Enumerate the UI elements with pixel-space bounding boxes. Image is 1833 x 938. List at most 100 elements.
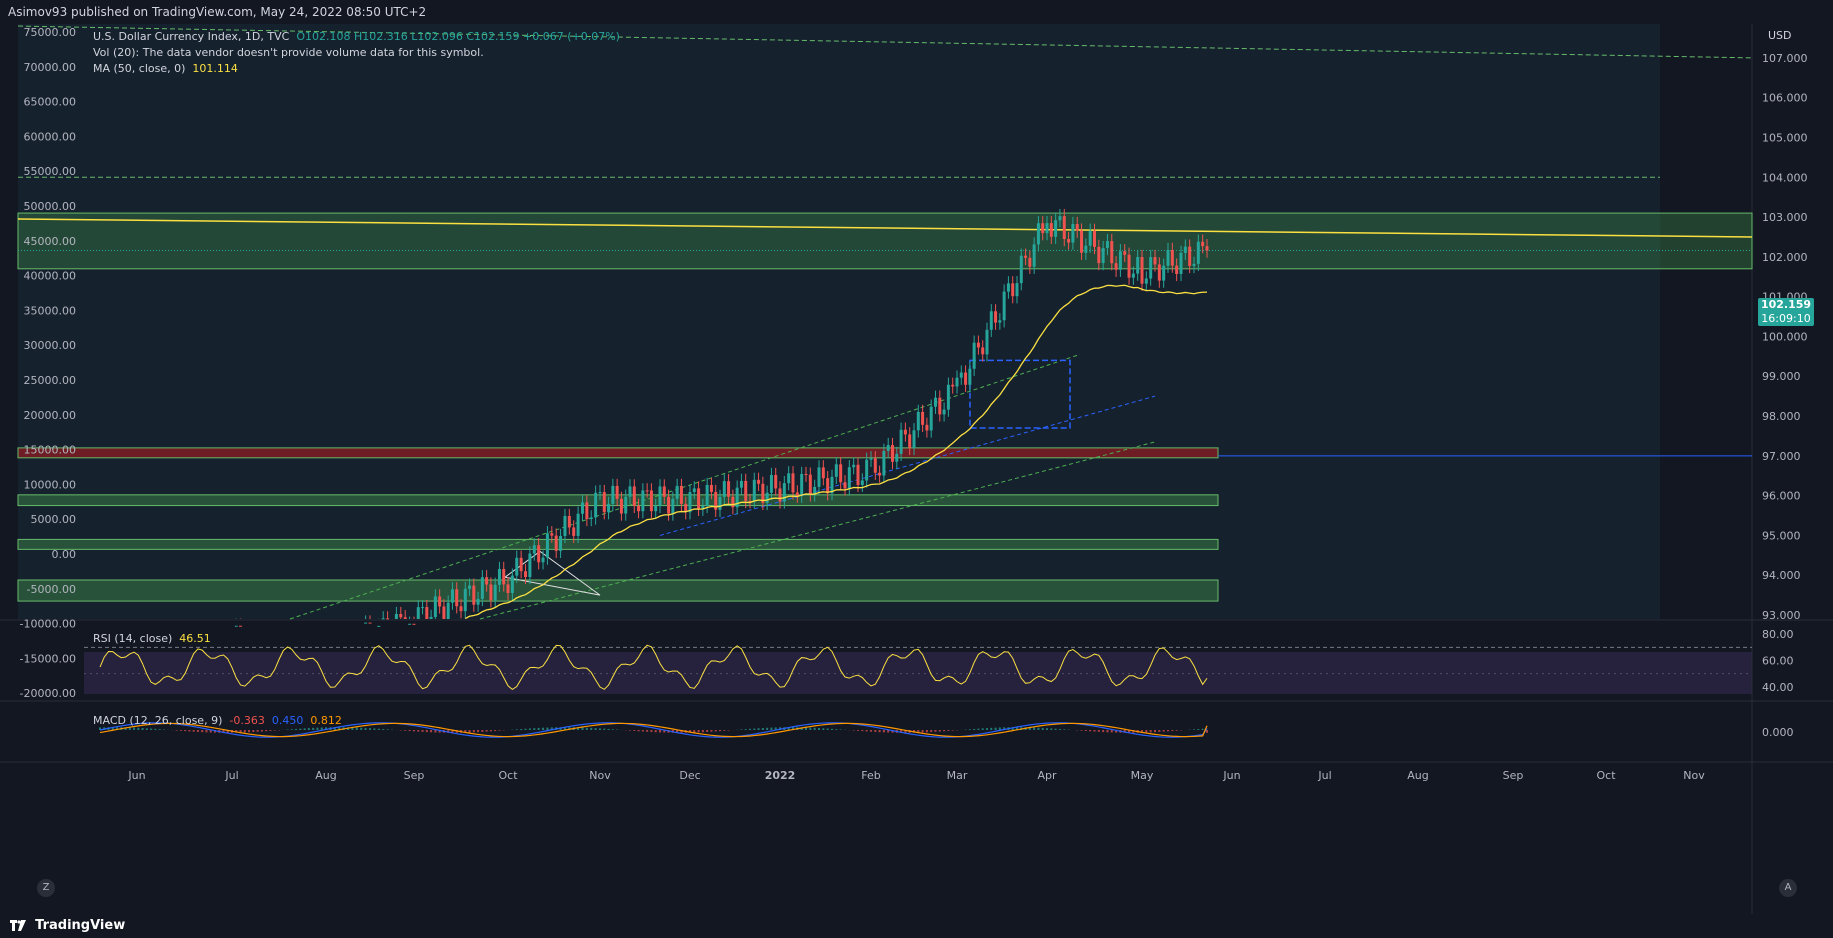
candle-body: [925, 424, 929, 431]
candle-body: [658, 486, 662, 506]
candle-body: [1205, 246, 1209, 251]
tradingview-logo-icon: [10, 920, 26, 931]
candle-body: [632, 486, 636, 506]
candle-body: [1153, 257, 1157, 265]
candle-body: [679, 485, 683, 504]
candle-body: [615, 485, 619, 499]
price-axis-tick: 100.000: [1762, 330, 1808, 343]
candle-body: [705, 484, 709, 506]
candle-body: [476, 598, 480, 605]
time-axis-tick: Dec: [679, 769, 700, 782]
candle-body: [433, 596, 437, 617]
price-axis-tick: 97.000: [1762, 450, 1801, 463]
a-button[interactable]: A: [1779, 879, 1797, 897]
price-axis-tick: 105.000: [1762, 131, 1808, 144]
chart-svg[interactable]: 75000.00 70000.00 65000.00 60000.00 55000.00…: [0, 24, 1833, 914]
price-axis-tick: 93.000: [1762, 609, 1801, 622]
candle-body: [860, 480, 864, 485]
left-axis-tick: 30000.00: [24, 339, 77, 352]
candle-body: [537, 545, 541, 563]
left-axis-tick: 15000.00: [24, 444, 77, 457]
z-button[interactable]: Z: [37, 879, 55, 897]
candle-body: [968, 368, 972, 385]
candle-body: [519, 557, 523, 572]
candle-body: [429, 616, 433, 619]
candle-body: [1006, 283, 1010, 292]
candle-body: [800, 473, 804, 496]
candle-body: [878, 472, 882, 476]
time-axis-tick: Jul: [1317, 769, 1331, 782]
rsi-legend: RSI (14, close) 46.51: [93, 632, 211, 645]
candle-body: [485, 577, 489, 585]
currency-label: USD: [1768, 29, 1792, 42]
candle-body: [817, 467, 821, 487]
candle-body: [813, 486, 817, 495]
candle-body: [692, 488, 696, 493]
candle-body: [1024, 255, 1028, 258]
candle-body: [497, 568, 501, 585]
time-axis-tick: Oct: [498, 769, 518, 782]
candle-body: [722, 481, 726, 497]
candle-body: [1045, 223, 1049, 234]
candle-body: [938, 397, 942, 415]
candle-body: [567, 516, 571, 528]
candle-body: [1036, 223, 1040, 245]
time-axis-tick: May: [1131, 769, 1154, 782]
ohlc-values: O102.108 H102.316 L102.096 C102.159 +0.0…: [296, 30, 620, 43]
rsi-value: 46.51: [179, 632, 211, 645]
consolidation-box: [969, 359, 1071, 429]
symbol-label: U.S. Dollar Currency Index, 1D, TVC: [93, 30, 290, 43]
price-axis-tick: 95.000: [1762, 529, 1801, 542]
time-axis-tick: Sep: [404, 769, 425, 782]
candle-body: [641, 490, 645, 512]
candle-body: [782, 483, 786, 502]
candle-body: [1080, 230, 1084, 253]
tradingview-brand: TradingView: [35, 918, 126, 933]
candle-body: [619, 498, 623, 514]
candle-body: [688, 492, 692, 513]
macd-line-value: 0.450: [271, 714, 304, 727]
publisher-header: Asimov93 published on TradingView.com, M…: [0, 0, 1833, 24]
candle-body: [701, 505, 705, 509]
candle-body: [795, 492, 799, 496]
macd-signal-line: [99, 722, 1208, 738]
candle-body: [1032, 244, 1036, 267]
candle-body: [438, 596, 442, 607]
chart-area[interactable]: 75000.00 70000.00 65000.00 60000.00 55000.00…: [0, 24, 1833, 914]
price-axis-tick: 102.000: [1762, 251, 1808, 264]
left-axis-tick: -15000.00: [20, 652, 76, 665]
last-price-tag: 102.159 16:09:10: [1758, 298, 1814, 326]
candle-body: [718, 496, 722, 510]
candle-body: [649, 490, 653, 512]
candle-body: [1179, 252, 1183, 274]
time-axis-tick: Sep: [1503, 769, 1524, 782]
candle-body: [472, 585, 476, 605]
left-axis-tick: 10000.00: [24, 478, 77, 491]
candle-body: [1118, 251, 1122, 270]
candle-body: [1019, 255, 1023, 284]
candle-body: [585, 502, 589, 519]
candle-body: [563, 516, 567, 536]
candle-body: [1093, 230, 1096, 247]
candle-body: [1011, 283, 1015, 297]
channel-lower: [479, 441, 1156, 620]
candle-body: [239, 625, 243, 627]
candle-body: [468, 585, 472, 589]
ma50-line: [464, 284, 1208, 620]
support-zone: [17, 538, 1219, 550]
candle-body: [1170, 250, 1174, 266]
candle-body: [489, 584, 493, 601]
candle-body: [955, 377, 959, 387]
candle-body: [394, 614, 398, 619]
candle-body: [1062, 216, 1066, 240]
candle-body: [1149, 257, 1153, 279]
candle-body: [1015, 283, 1019, 297]
candle-body: [450, 589, 454, 603]
time-axis-tick: Jun: [1222, 769, 1240, 782]
countdown: 16:09:10: [1761, 312, 1811, 325]
candle-body: [748, 500, 752, 502]
time-axis-tick: Nov: [589, 769, 611, 782]
candle-body: [895, 453, 899, 462]
candle-body: [386, 618, 390, 620]
candle-body: [1140, 257, 1144, 284]
